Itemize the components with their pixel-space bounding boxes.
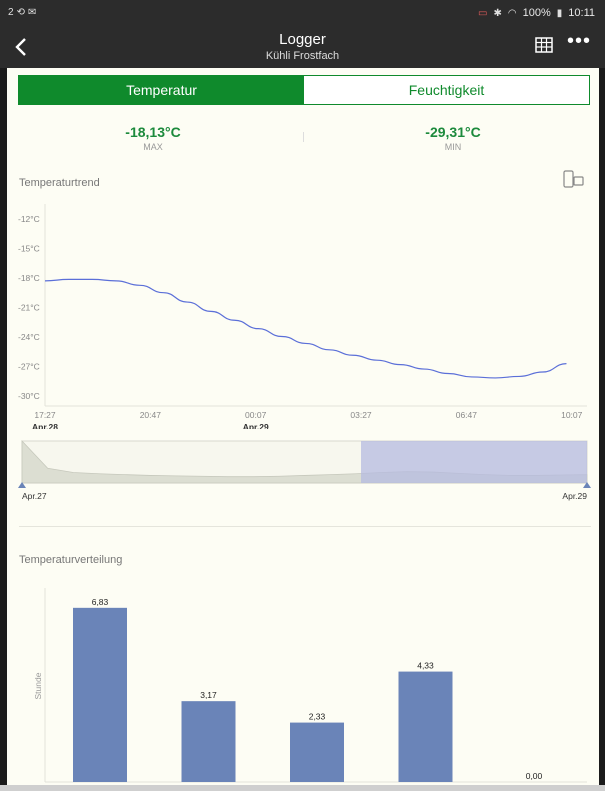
range-start-label: Apr.27: [22, 491, 47, 501]
x-tick-label: 00:07: [245, 410, 267, 420]
battery-percent: 100%: [522, 7, 551, 19]
bar-value-label: 3,17: [200, 690, 217, 700]
temperature-trend-chart[interactable]: -12°C -15°C -18°C -21°C -24°C -27°C -30°C 17:27…: [7, 204, 599, 429]
tab-feuchtigkeit[interactable]: Feuchtigkeit: [304, 76, 589, 104]
min-label: MIN: [444, 142, 462, 152]
tab-bar: Temperatur Feuchtigkeit: [18, 75, 590, 105]
bar-value-label: 0,00: [526, 771, 543, 781]
min-value: -29,31°C: [425, 124, 481, 140]
clock: 10:11: [568, 7, 595, 19]
mail-icon: ✉: [27, 7, 37, 18]
distribution-bar: [398, 671, 453, 782]
y-tick-label: -18°C: [18, 273, 40, 283]
status-bar: 2 ⟲ ✉ ▭ ✱ ◠ 100% ▮ 10:11: [0, 0, 605, 28]
y-tick-label: -30°C: [18, 391, 40, 401]
x-tick-label: 03:27: [350, 410, 372, 420]
y-axis-label: Stunde: [33, 672, 43, 699]
range-handle-left: [18, 482, 26, 488]
y-tick-label: -15°C: [18, 243, 40, 253]
bar-value-label: 6,83: [92, 597, 109, 607]
max-value: -18,13°C: [125, 124, 181, 140]
distribution-title: Temperaturverteilung: [19, 554, 123, 566]
main-content: Temperatur Feuchtigkeit -18,13°C MAX -29…: [7, 68, 599, 791]
min-stat: -29,31°C MIN: [313, 124, 593, 152]
stat-divider: [303, 132, 304, 142]
temperature-distribution-chart: Stunde 6,83 3,17 2,33 4,33 0,00: [33, 588, 587, 783]
x-tick-label: 17:27: [34, 410, 56, 420]
page-subtitle: Kühli Frostfach: [265, 50, 340, 62]
trend-title: Temperaturtrend: [19, 177, 100, 189]
range-end-label: Apr.29: [562, 491, 587, 501]
page-title: Logger: [279, 31, 326, 48]
bottom-edge: [0, 785, 605, 791]
x-tick-label: 06:47: [456, 410, 478, 420]
range-navigator[interactable]: Apr.27 Apr.29: [7, 433, 599, 503]
x-date-label: Apr.28: [32, 422, 58, 429]
navigator-selection: [361, 441, 587, 483]
x-date-label: Apr.29: [243, 422, 269, 429]
wifi-icon: ◠: [507, 7, 517, 19]
range-handle-right: [583, 482, 591, 488]
table-grid-icon[interactable]: [535, 37, 553, 53]
x-tick-label: 20:47: [140, 410, 162, 420]
phone-rotate-icon[interactable]: [563, 170, 585, 193]
section-divider: [19, 526, 591, 527]
temperature-series-line: [44, 278, 567, 379]
cast-icon: ▭: [478, 7, 488, 19]
max-label: MAX: [143, 142, 163, 152]
bluetooth-icon: ✱: [493, 7, 502, 19]
x-tick-label: 10:07: [561, 410, 583, 420]
bar-value-label: 2,33: [309, 712, 326, 722]
bar-value-label: 4,33: [417, 661, 434, 671]
app-bar: Logger Kühli Frostfach •••: [0, 28, 605, 68]
distribution-bar: [290, 722, 344, 782]
distribution-bar: [73, 607, 127, 782]
tab-temperatur[interactable]: Temperatur: [19, 76, 304, 104]
y-tick-label: -24°C: [18, 332, 40, 342]
max-stat: -18,13°C MAX: [13, 124, 293, 152]
back-icon[interactable]: [14, 32, 38, 60]
more-dots-icon[interactable]: •••: [566, 30, 591, 52]
sync-icon: ⟲: [16, 7, 25, 18]
battery-icon: ▮: [556, 7, 563, 19]
network-speed-icon: 2: [8, 7, 14, 18]
y-tick-label: -12°C: [18, 214, 40, 224]
y-tick-label: -27°C: [18, 362, 40, 372]
distribution-bar: [181, 701, 236, 782]
y-tick-label: -21°C: [18, 302, 40, 312]
